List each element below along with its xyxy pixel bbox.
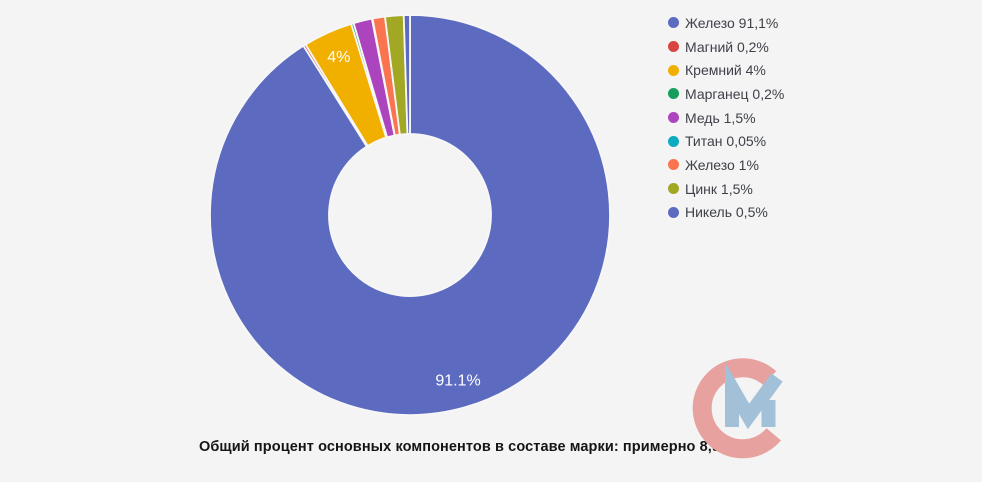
pie-slice-0[interactable] (209, 14, 611, 416)
legend-label: Никель 0,5% (685, 204, 768, 221)
legend-item-5[interactable]: Титан 0,05% (668, 129, 784, 153)
legend-marker-icon (668, 17, 679, 29)
slice-label: 91.1% (435, 373, 480, 390)
legend-item-8[interactable]: Никель 0,5% (668, 201, 784, 225)
legend-marker-icon (668, 183, 679, 195)
legend-label: Железо 91,1% (685, 14, 779, 31)
legend-label: Марганец 0,2% (685, 85, 785, 102)
legend-label: Железо 1% (685, 156, 759, 173)
legend-label: Магний 0,2% (685, 38, 769, 55)
pie-slice-8[interactable] (402, 14, 411, 135)
legend-marker-icon (668, 88, 679, 100)
legend-item-2[interactable]: Кремний 4% (668, 58, 784, 82)
legend-label: Титан 0,05% (685, 133, 767, 150)
legend-marker-icon (668, 64, 679, 76)
legend-item-4[interactable]: Медь 1,5% (668, 106, 784, 130)
legend-item-0[interactable]: Железо 91,1% (668, 11, 784, 35)
legend-item-3[interactable]: Марганец 0,2% (668, 82, 784, 106)
legend: Железо 91,1% Магний 0,2% Кремний 4% Маргане… (668, 11, 784, 224)
chart-caption: Общий процент основных компонентов в сос… (199, 439, 734, 455)
legend-label: Кремний 4% (685, 62, 766, 79)
legend-marker-icon (668, 206, 679, 218)
legend-item-6[interactable]: Железо 1% (668, 153, 784, 177)
legend-marker-icon (668, 135, 679, 147)
legend-label: Цинк 1,5% (685, 180, 753, 197)
cm-logo (692, 358, 783, 459)
legend-item-1[interactable]: Магний 0,2% (668, 35, 784, 59)
legend-marker-icon (668, 41, 679, 53)
logo-letter-c (692, 358, 781, 459)
legend-item-7[interactable]: Цинк 1,5% (668, 177, 784, 201)
legend-label: Медь 1,5% (685, 109, 756, 126)
legend-marker-icon (668, 112, 679, 124)
logo-letter-m-checkmark (725, 361, 783, 430)
legend-marker-icon (668, 159, 679, 171)
slice-label: 4% (327, 49, 350, 66)
